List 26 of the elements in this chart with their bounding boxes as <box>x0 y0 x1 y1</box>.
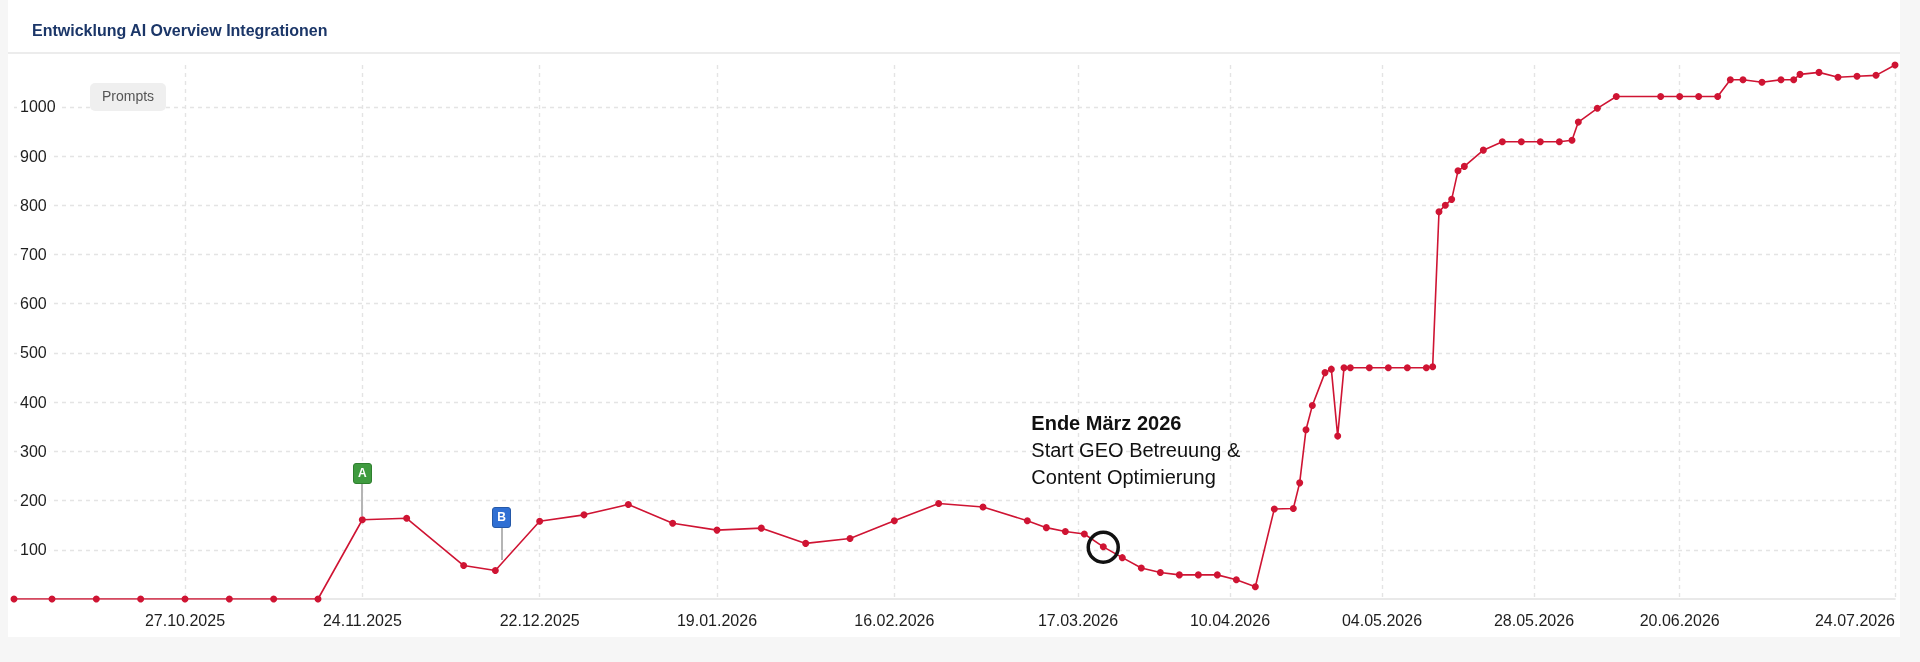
y-tick-label: 300 <box>20 442 47 460</box>
x-tick-label: 22.12.2025 <box>499 611 580 629</box>
y-tick-label: 400 <box>20 393 47 411</box>
x-tick-label: 24.11.2025 <box>322 611 402 629</box>
x-tick-label: 19.01.2026 <box>676 611 758 629</box>
y-tick-label: 100 <box>20 541 47 559</box>
y-tick-label: 500 <box>20 344 47 362</box>
x-tick-label: 10.04.2026 <box>1189 611 1271 629</box>
x-tick-label: 27.10.2025 <box>144 611 226 629</box>
x-tick-label: 16.02.2026 <box>854 611 935 629</box>
x-tick-label: 28.05.2026 <box>1493 611 1575 629</box>
x-tick-label: 24.07.2026 <box>1814 611 1896 629</box>
annotation: A <box>352 463 372 485</box>
y-tick-label: 1000 <box>20 98 56 116</box>
x-tick-label: 17.03.2026 <box>1037 611 1119 629</box>
annotation: Ende März 2026 Start GEO Betreuung & Content Optimierung <box>1031 410 1242 490</box>
y-tick-label: 700 <box>20 245 47 263</box>
x-tick-label: 20.06.2026 <box>1639 611 1720 629</box>
x-tick-label: 04.05.2026 <box>1341 611 1423 629</box>
y-tick-label: 600 <box>20 295 47 313</box>
annotation: B <box>492 506 512 528</box>
y-tick-label: 800 <box>20 196 47 214</box>
y-tick-label: 900 <box>20 147 47 165</box>
y-tick-label: 200 <box>20 492 47 510</box>
chart-title: Entwicklung AI Overview Integrationen <box>32 21 328 39</box>
annotation: Prompts <box>90 83 167 111</box>
